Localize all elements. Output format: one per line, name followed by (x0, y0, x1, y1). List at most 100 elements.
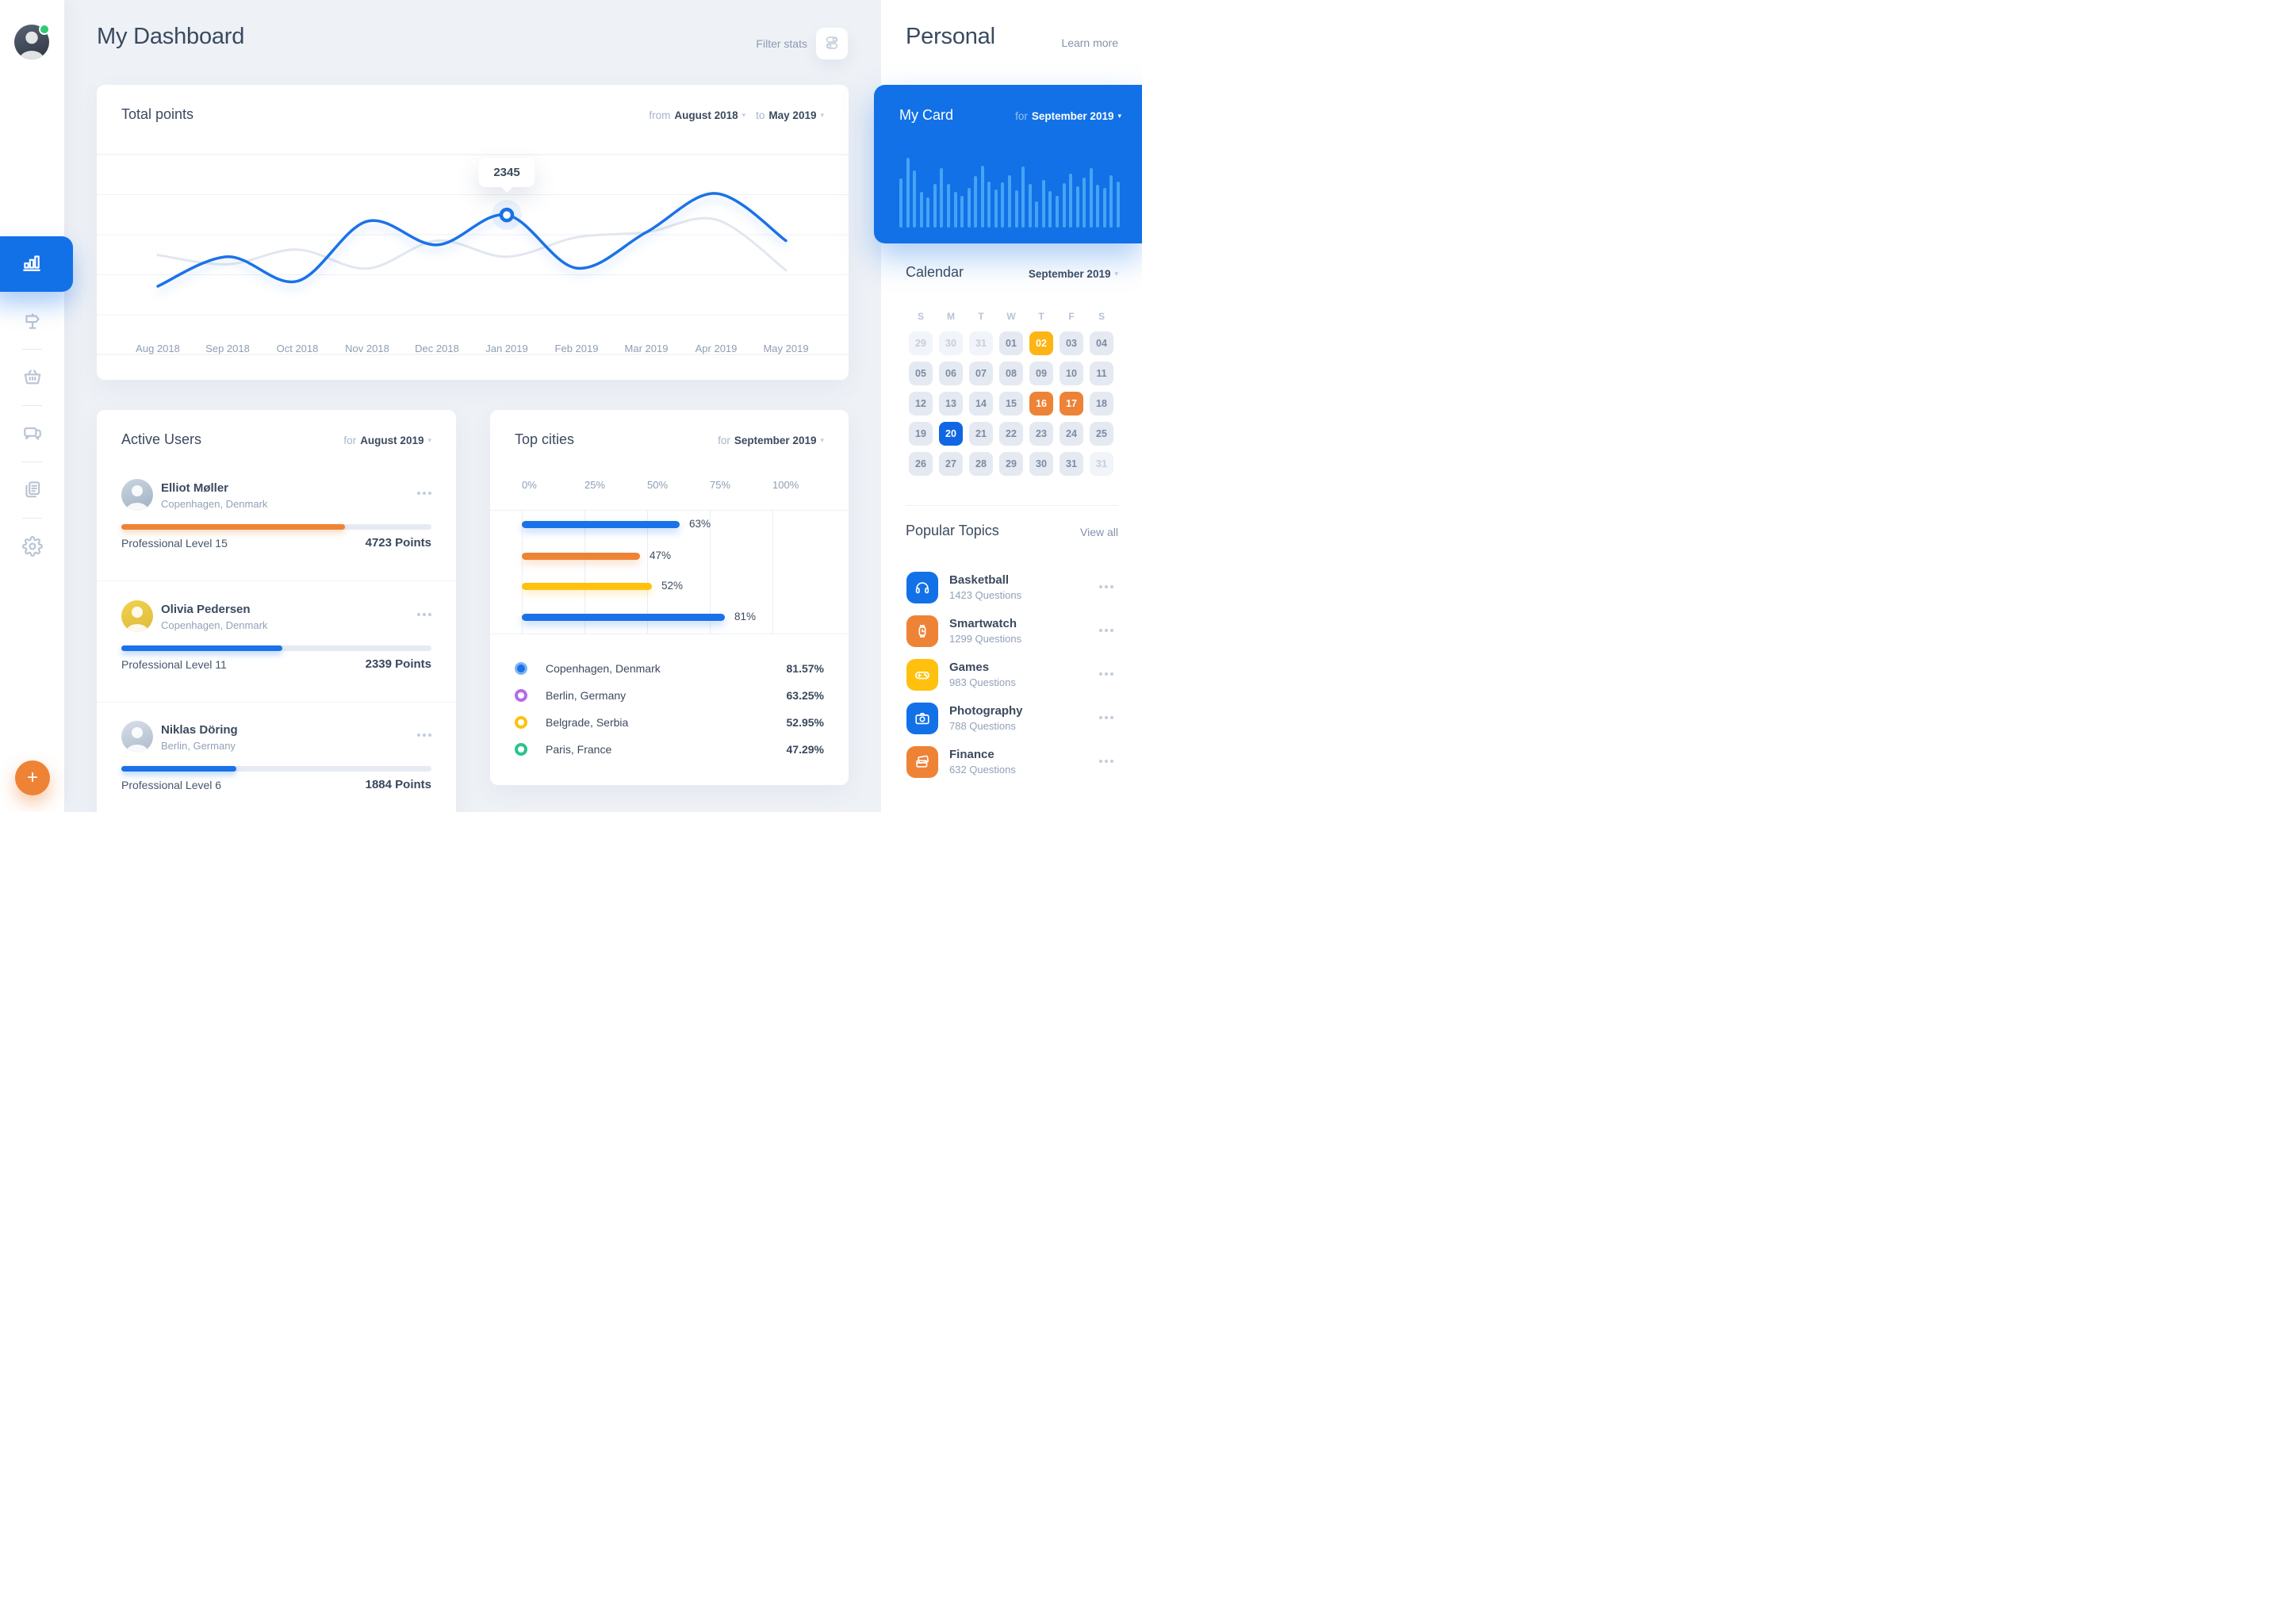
month-selector[interactable]: for August 2019 ▾ (343, 435, 431, 446)
calendar-day[interactable]: 08 (999, 362, 1023, 385)
calendar-day[interactable]: 31 (1090, 452, 1113, 476)
learn-more-link[interactable]: Learn more (1061, 36, 1118, 49)
calendar-day[interactable]: 28 (969, 452, 993, 476)
calendar-day[interactable]: 17 (1060, 392, 1083, 416)
sidebar-item-settings[interactable] (0, 536, 64, 561)
calendar-day[interactable]: 07 (969, 362, 993, 385)
calendar-day[interactable]: 05 (909, 362, 933, 385)
calendar-day[interactable]: 23 (1029, 422, 1053, 446)
sidebar-item-shop[interactable] (0, 366, 64, 391)
calendar-day[interactable]: 02 (1029, 331, 1053, 355)
calendar-day[interactable]: 06 (939, 362, 963, 385)
calendar-day[interactable]: 09 (1029, 362, 1053, 385)
calendar-day[interactable]: 30 (1029, 452, 1053, 476)
bar-value-label: 81% (734, 610, 757, 622)
calendar-day[interactable]: 11 (1090, 362, 1113, 385)
more-menu[interactable] (417, 613, 431, 616)
user-points: 2339 Points (365, 657, 431, 671)
user-level: Professional Level 11 (121, 658, 227, 671)
month-selector[interactable]: for September 2019 ▾ (718, 435, 824, 446)
activity-bar (980, 166, 984, 228)
for-value[interactable]: August 2019 (360, 435, 424, 446)
activity-bar (1083, 178, 1086, 228)
bar-value-label: 52% (661, 579, 684, 592)
activity-bar (899, 178, 902, 228)
calendar-month-selector[interactable]: September 2019 ▾ (1029, 268, 1118, 280)
sidebar-item-documents[interactable] (0, 479, 64, 504)
calendar-day[interactable]: 10 (1060, 362, 1083, 385)
x-axis-label: Apr 2019 (695, 343, 738, 354)
more-menu[interactable] (1099, 760, 1113, 763)
calendar-day[interactable]: 22 (999, 422, 1023, 446)
for-value[interactable]: September 2019 (1031, 110, 1114, 122)
calendar-day[interactable]: 03 (1060, 331, 1083, 355)
signpost-icon (22, 311, 43, 335)
gear-icon (21, 536, 43, 561)
sidebar-item-stats[interactable] (0, 236, 73, 292)
more-menu[interactable] (1099, 716, 1113, 719)
more-menu[interactable] (417, 492, 431, 495)
month-selector[interactable]: for September 2019 ▾ (1015, 110, 1121, 122)
view-all-link[interactable]: View all (1080, 526, 1118, 538)
calendar-day[interactable]: 27 (939, 452, 963, 476)
sidebar-item-messages[interactable] (0, 423, 64, 447)
calendar-day[interactable]: 31 (1060, 452, 1083, 476)
calendar-day[interactable]: 19 (909, 422, 933, 446)
more-menu[interactable] (417, 733, 431, 737)
legend-dot (515, 689, 527, 702)
for-value[interactable]: September 2019 (734, 435, 817, 446)
dot (1099, 629, 1102, 632)
filter-stats-label[interactable]: Filter stats (756, 37, 807, 50)
user-name: Niklas Döring (161, 723, 238, 737)
calendar-day[interactable]: 29 (909, 331, 933, 355)
user-avatar[interactable] (14, 24, 50, 59)
calendar-day[interactable]: 12 (909, 392, 933, 416)
line-chart (97, 154, 849, 355)
more-menu[interactable] (1099, 672, 1113, 676)
calendar-day[interactable]: 20 (939, 422, 963, 446)
sidebar-item-guides[interactable] (0, 311, 64, 335)
calendar-day[interactable]: 15 (999, 392, 1023, 416)
chevron-down-icon: ▾ (427, 436, 431, 444)
calendar-day[interactable]: 01 (999, 331, 1023, 355)
data-point-marker (499, 207, 515, 223)
to-value[interactable]: May 2019 (768, 109, 817, 121)
from-value[interactable]: August 2018 (674, 109, 738, 121)
calendar-day[interactable]: 25 (1090, 422, 1113, 446)
calendar-day[interactable]: 04 (1090, 331, 1113, 355)
add-button[interactable]: + (15, 760, 50, 795)
topic-menu-wrap (1099, 760, 1113, 763)
calendar-day[interactable]: 13 (939, 392, 963, 416)
topic-questions: 1423 Questions (949, 589, 1022, 601)
calendar-day[interactable]: 26 (909, 452, 933, 476)
calendar-day[interactable]: 29 (999, 452, 1023, 476)
top-cities-card: Top cities for September 2019 ▾ 0% 25% 50%… (490, 410, 849, 785)
topic-menu-wrap (1099, 672, 1113, 676)
date-range-selector[interactable]: from August 2018 ▾ to May 2019 ▾ (649, 109, 824, 121)
calendar-day[interactable]: 14 (969, 392, 993, 416)
calendar-day[interactable]: 31 (969, 331, 993, 355)
calendar-day[interactable]: 30 (939, 331, 963, 355)
calendar-day[interactable]: 16 (1029, 392, 1053, 416)
more-menu[interactable] (1099, 629, 1113, 632)
activity-bar (1035, 201, 1039, 228)
filter-stats-button[interactable] (816, 28, 848, 59)
bar-chart-icon (21, 252, 42, 277)
dot (1105, 672, 1108, 676)
dot (1105, 716, 1108, 719)
calendar-day[interactable]: 21 (969, 422, 993, 446)
dot (1099, 760, 1102, 763)
activity-bar (1089, 168, 1093, 228)
user-name: Olivia Pedersen (161, 603, 251, 616)
activity-bar (919, 192, 923, 228)
topic-name: Smartwatch (949, 617, 1017, 630)
calendar-day[interactable]: 24 (1060, 422, 1083, 446)
calendar-day[interactable]: 18 (1090, 392, 1113, 416)
more-menu[interactable] (1099, 585, 1113, 588)
calendar-month-value[interactable]: September 2019 (1028, 268, 1111, 280)
dot (1099, 716, 1102, 719)
legend-percent: 63.25% (786, 689, 824, 702)
axis-tick-label: 25% (584, 479, 606, 491)
topic-name: Games (949, 661, 990, 674)
topic-questions: 983 Questions (949, 676, 1016, 688)
